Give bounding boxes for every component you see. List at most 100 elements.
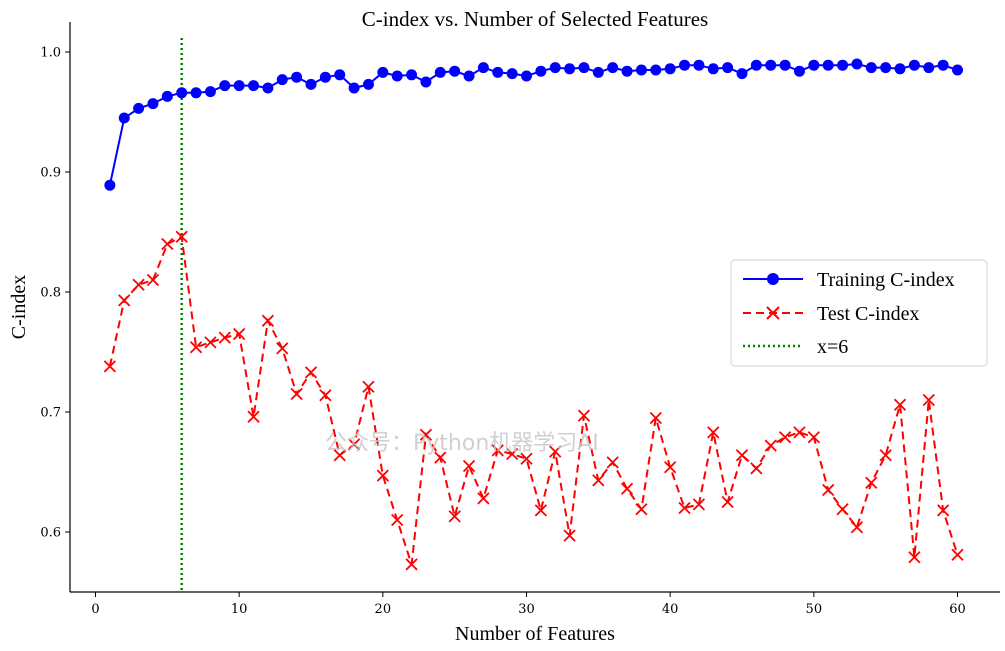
test-point (563, 529, 576, 542)
test-point (592, 474, 605, 487)
test-point (261, 314, 275, 327)
test-point (692, 498, 706, 511)
x-tick-label: 60 (949, 602, 966, 617)
watermark: 公众号：Python机器学习AI (325, 431, 599, 456)
test-point (189, 341, 203, 354)
training-point (607, 62, 619, 74)
training-point (779, 59, 791, 71)
test-point (233, 327, 246, 341)
training-point (319, 71, 331, 83)
training-point (664, 63, 676, 75)
test-point (664, 461, 677, 474)
training-point (765, 59, 777, 71)
test-point (908, 551, 921, 564)
training-point (592, 66, 604, 78)
training-point (865, 62, 877, 74)
training-point (104, 179, 116, 191)
training-point (276, 74, 288, 86)
training-point (291, 71, 303, 83)
x-tick-label: 0 (91, 602, 99, 617)
training-point (894, 63, 906, 75)
training-point (851, 58, 863, 70)
training-point (506, 68, 518, 80)
test-point (132, 278, 145, 291)
test-point (735, 449, 749, 462)
training-point (952, 64, 963, 76)
test-point (304, 366, 318, 379)
legend-test-label: Test C-index (817, 303, 919, 325)
test-point (836, 503, 849, 516)
training-point (176, 87, 188, 99)
test-point (319, 389, 332, 402)
training-point (377, 66, 389, 78)
test-point (750, 462, 763, 475)
test-point (505, 447, 519, 461)
test-point (879, 449, 892, 462)
training-point (693, 59, 705, 71)
y-tick-label: 0.8 (40, 286, 61, 301)
training-point (679, 59, 691, 71)
test-point (376, 469, 389, 482)
training-point (722, 62, 734, 74)
training-point (334, 69, 346, 81)
training-point (204, 86, 216, 98)
training-point (908, 59, 920, 71)
test-point (175, 230, 188, 243)
test-point (707, 426, 720, 439)
y-tick-label: 0.7 (40, 406, 61, 421)
test-point (333, 449, 346, 462)
test-point (807, 431, 820, 444)
training-point (793, 65, 805, 77)
training-point (248, 80, 260, 92)
training-point (147, 98, 159, 110)
legend-training-marker (767, 273, 779, 285)
training-point (564, 63, 576, 75)
test-point (764, 439, 777, 452)
x-tick-label: 30 (518, 602, 535, 617)
test-point (850, 521, 864, 534)
x-tick-label: 50 (806, 602, 823, 617)
training-point (549, 62, 561, 74)
series-layer (103, 58, 964, 571)
training-point (578, 62, 590, 74)
test-point (462, 459, 476, 473)
test-point (620, 482, 634, 495)
training-point (449, 65, 461, 77)
test-point (951, 548, 964, 561)
test-point (290, 387, 303, 401)
training-point (219, 80, 231, 92)
test-point (161, 237, 174, 251)
test-point (893, 398, 907, 411)
legend-vline-label: x=6 (817, 336, 848, 358)
test-point (534, 504, 548, 517)
x-axis-label: Number of Features (455, 623, 615, 645)
training-point (492, 66, 504, 78)
training-point (133, 102, 145, 114)
training-point (535, 65, 547, 77)
test-point (419, 428, 433, 441)
training-point (391, 70, 403, 82)
training-point (937, 59, 949, 71)
training-point (923, 62, 935, 74)
test-point (103, 360, 117, 373)
test-point (577, 409, 591, 422)
training-point (736, 68, 748, 80)
training-point (463, 70, 475, 82)
training-point (305, 78, 317, 90)
test-point (865, 476, 878, 489)
test-point (347, 438, 361, 451)
legend-frame (730, 259, 988, 367)
training-point (477, 62, 489, 74)
legend-training-label: Training C-index (817, 269, 955, 291)
training-point (233, 80, 245, 92)
x-tick-label: 20 (375, 602, 392, 617)
test-point (678, 501, 691, 515)
training-point (837, 59, 849, 71)
test-point (721, 495, 734, 509)
training-point (750, 59, 762, 71)
test-point (491, 444, 504, 457)
test-point (276, 342, 289, 355)
test-point (391, 513, 404, 527)
test-point (434, 451, 447, 464)
test-point (549, 445, 562, 458)
